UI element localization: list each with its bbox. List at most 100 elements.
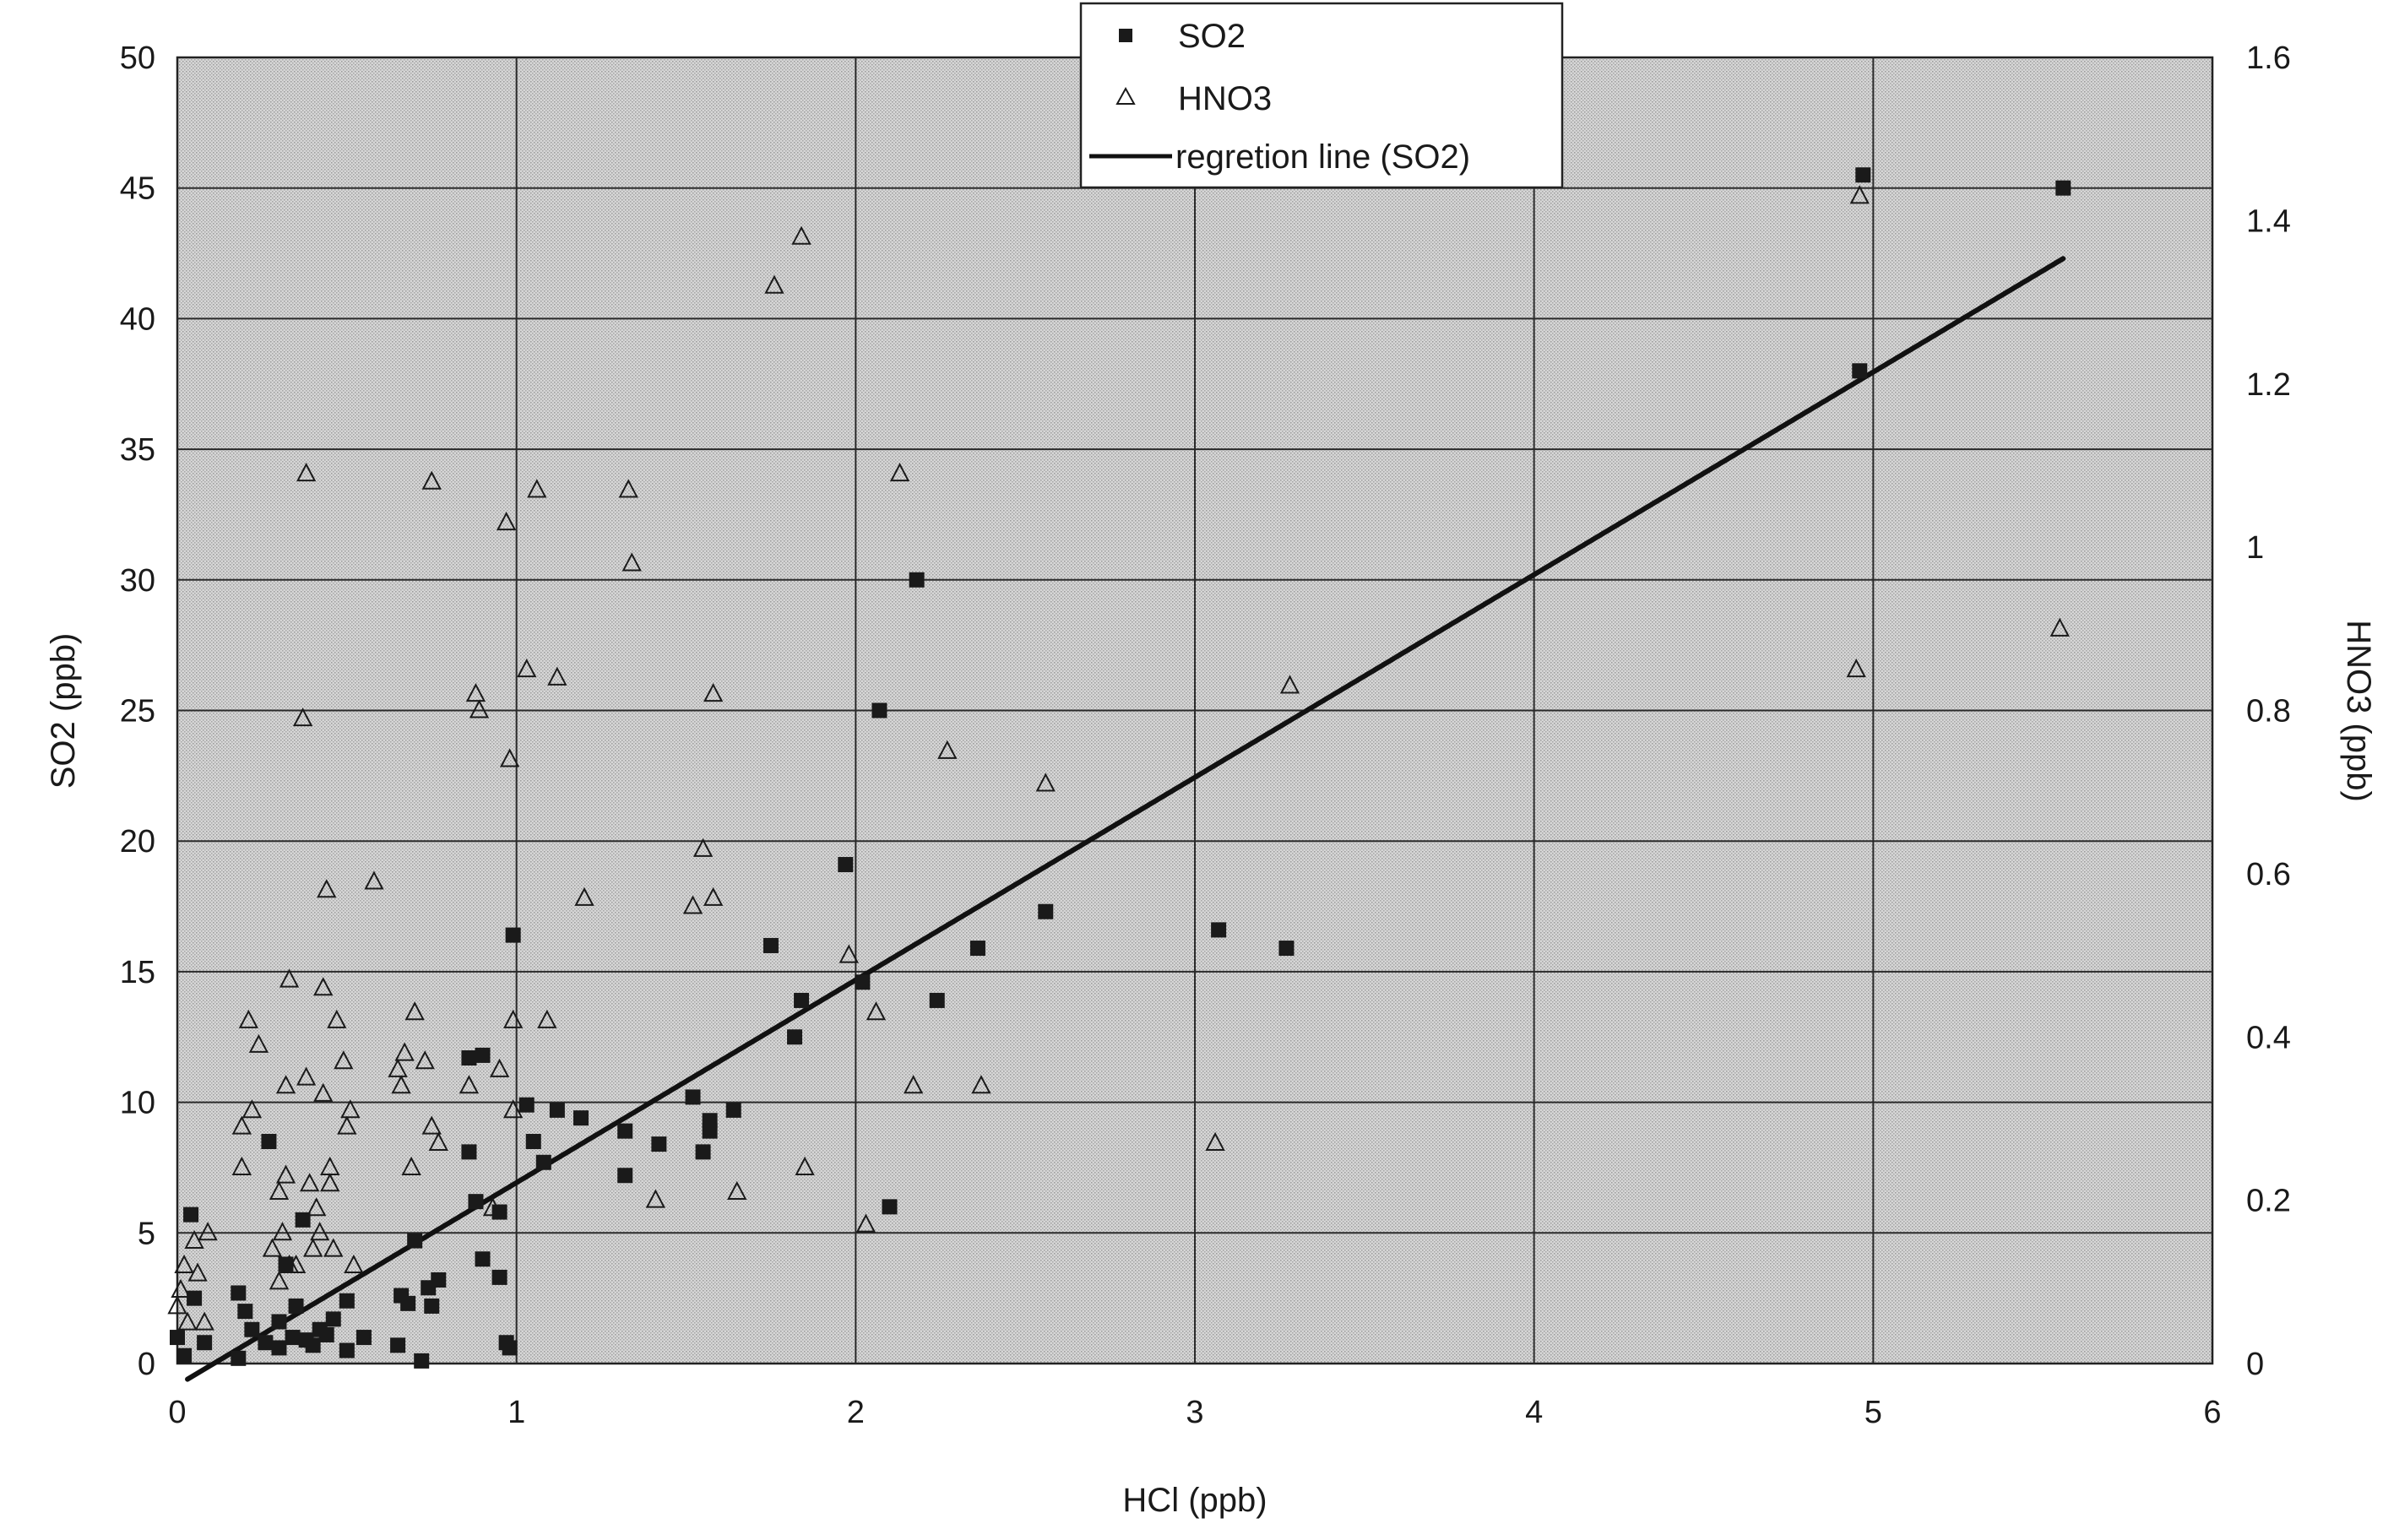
so2-point [929,992,945,1008]
legend-so2-label: SO2 [1178,18,1246,55]
hno3-point [272,1222,293,1241]
so2-point [170,1330,185,1346]
so2-point [318,1326,334,1342]
so2-point [305,1337,321,1353]
so2-point [356,1330,372,1346]
so2-point [491,1269,508,1285]
y-tick-label: 15 [120,955,155,990]
hno3-point [502,1009,524,1028]
left-axis-tick-labels: 0 5 10 15 20 25 30 35 40 45 50 [120,41,155,1382]
so2-point [2055,180,2071,196]
hno3-point [839,944,859,963]
hno3-point [421,1115,442,1135]
y2-tick-label: 1.2 [2246,367,2291,403]
hno3-point [317,879,337,898]
so2-point [763,937,779,953]
hno3-point [795,1156,815,1175]
so2-point [414,1353,430,1369]
hno3-point [703,683,724,702]
so2-point [424,1298,440,1314]
so2-point [518,1097,535,1113]
hno3-point [231,1156,252,1175]
so2-point [271,1340,287,1356]
hno3-point [404,1001,425,1021]
hno3-point [703,887,724,906]
hno3-point [198,1222,218,1241]
so2-point [400,1295,416,1311]
so2-point [651,1136,667,1152]
so2-point [468,1194,484,1210]
so2-point [407,1233,423,1249]
hno3-point [242,1099,263,1119]
so2-point [187,1290,203,1306]
hno3-point [269,1271,290,1290]
hno3-point [764,274,784,294]
hno3-point [334,1050,354,1070]
so2-point [339,1293,355,1309]
hno3-point [292,708,313,727]
y-tick-label: 30 [120,563,155,599]
hno3-point [502,1099,524,1119]
so2-point [787,1029,803,1045]
so2-point [390,1337,406,1353]
hno3-point [465,683,486,702]
hno3-point [327,1009,347,1028]
hno3-point [2049,617,2070,637]
legend-regression-label: regretion line (SO2) [1175,138,1470,176]
so2-point [271,1314,287,1330]
hno3-point [187,1262,208,1282]
hno3-point [489,1058,510,1077]
x-tick-label: 2 [847,1395,865,1430]
so2-point [1211,922,1227,938]
hno3-point [307,1197,327,1217]
so2-point [431,1272,447,1288]
y-tick-label: 35 [120,432,155,468]
so2-point [244,1321,260,1337]
y2-tick-label: 1.4 [2246,203,2291,239]
so2-point [685,1089,701,1105]
hno3-point [323,1238,344,1257]
hno3-point [415,1050,435,1070]
hno3-point [231,1115,252,1135]
hno3-point [238,1009,259,1028]
hno3-point [618,479,638,498]
hno3-point [469,699,490,718]
regression-line-layer [185,256,2066,1382]
so2-point [288,1298,304,1314]
so2-point [339,1342,355,1358]
so2-point [871,702,888,718]
y2-tick-label: 1.6 [2246,41,2291,76]
so2-point [475,1251,491,1267]
hno3-point [394,1042,415,1061]
so2-point [1852,363,1868,379]
hno3-point [320,1173,340,1192]
so2-point [231,1285,247,1301]
regression-line [185,256,2066,1382]
so2-point [909,572,925,588]
so2-point [1038,903,1054,919]
so2-point [197,1335,213,1351]
y-tick-label: 25 [120,694,155,729]
hno3-point [340,1099,361,1119]
so2-point [695,1144,711,1160]
so2-series [170,167,2071,1369]
so2-point [617,1123,633,1139]
y2-tick-label: 0.4 [2246,1020,2291,1055]
x-axis-title: HCl (ppb) [1122,1482,1267,1519]
so2-point [278,1256,294,1272]
hno3-point [275,1075,296,1094]
hno3-point [262,1238,283,1257]
hno3-point [866,1001,887,1021]
hno3-point [889,462,910,482]
hno3-point [1035,773,1056,792]
hno3-point [388,1058,408,1077]
y-axis-title: SO2 (ppb) [45,633,82,789]
x-tick-label: 3 [1186,1395,1203,1430]
so2-point [535,1154,551,1170]
hno3-series [167,185,2070,1331]
y-tick-label: 0 [138,1347,155,1382]
hno3-point [364,870,384,890]
hno3-point [937,740,958,759]
hno3-point [167,1295,187,1315]
hno3-point [279,968,300,988]
